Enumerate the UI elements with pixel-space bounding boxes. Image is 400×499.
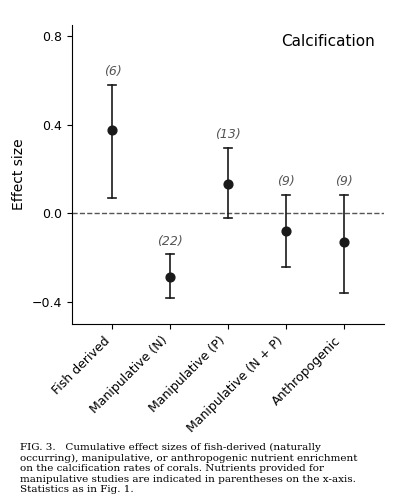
Point	[225, 180, 231, 188]
Text: (13): (13)	[215, 128, 241, 141]
Point	[282, 227, 289, 235]
Text: (9): (9)	[335, 175, 352, 188]
Text: Calcification: Calcification	[281, 34, 375, 49]
Text: (9): (9)	[277, 175, 295, 188]
Point	[167, 272, 174, 280]
Point	[109, 126, 116, 134]
Text: (6): (6)	[104, 65, 121, 78]
Point	[340, 239, 347, 247]
Text: (22): (22)	[157, 235, 183, 248]
Y-axis label: Effect size: Effect size	[12, 139, 26, 211]
Text: FIG. 3.   Cumulative effect sizes of fish-derived (naturally
occurring), manipul: FIG. 3. Cumulative effect sizes of fish-…	[20, 443, 358, 494]
